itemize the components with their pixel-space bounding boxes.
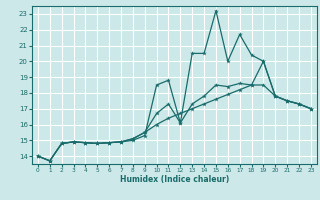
X-axis label: Humidex (Indice chaleur): Humidex (Indice chaleur) (120, 175, 229, 184)
